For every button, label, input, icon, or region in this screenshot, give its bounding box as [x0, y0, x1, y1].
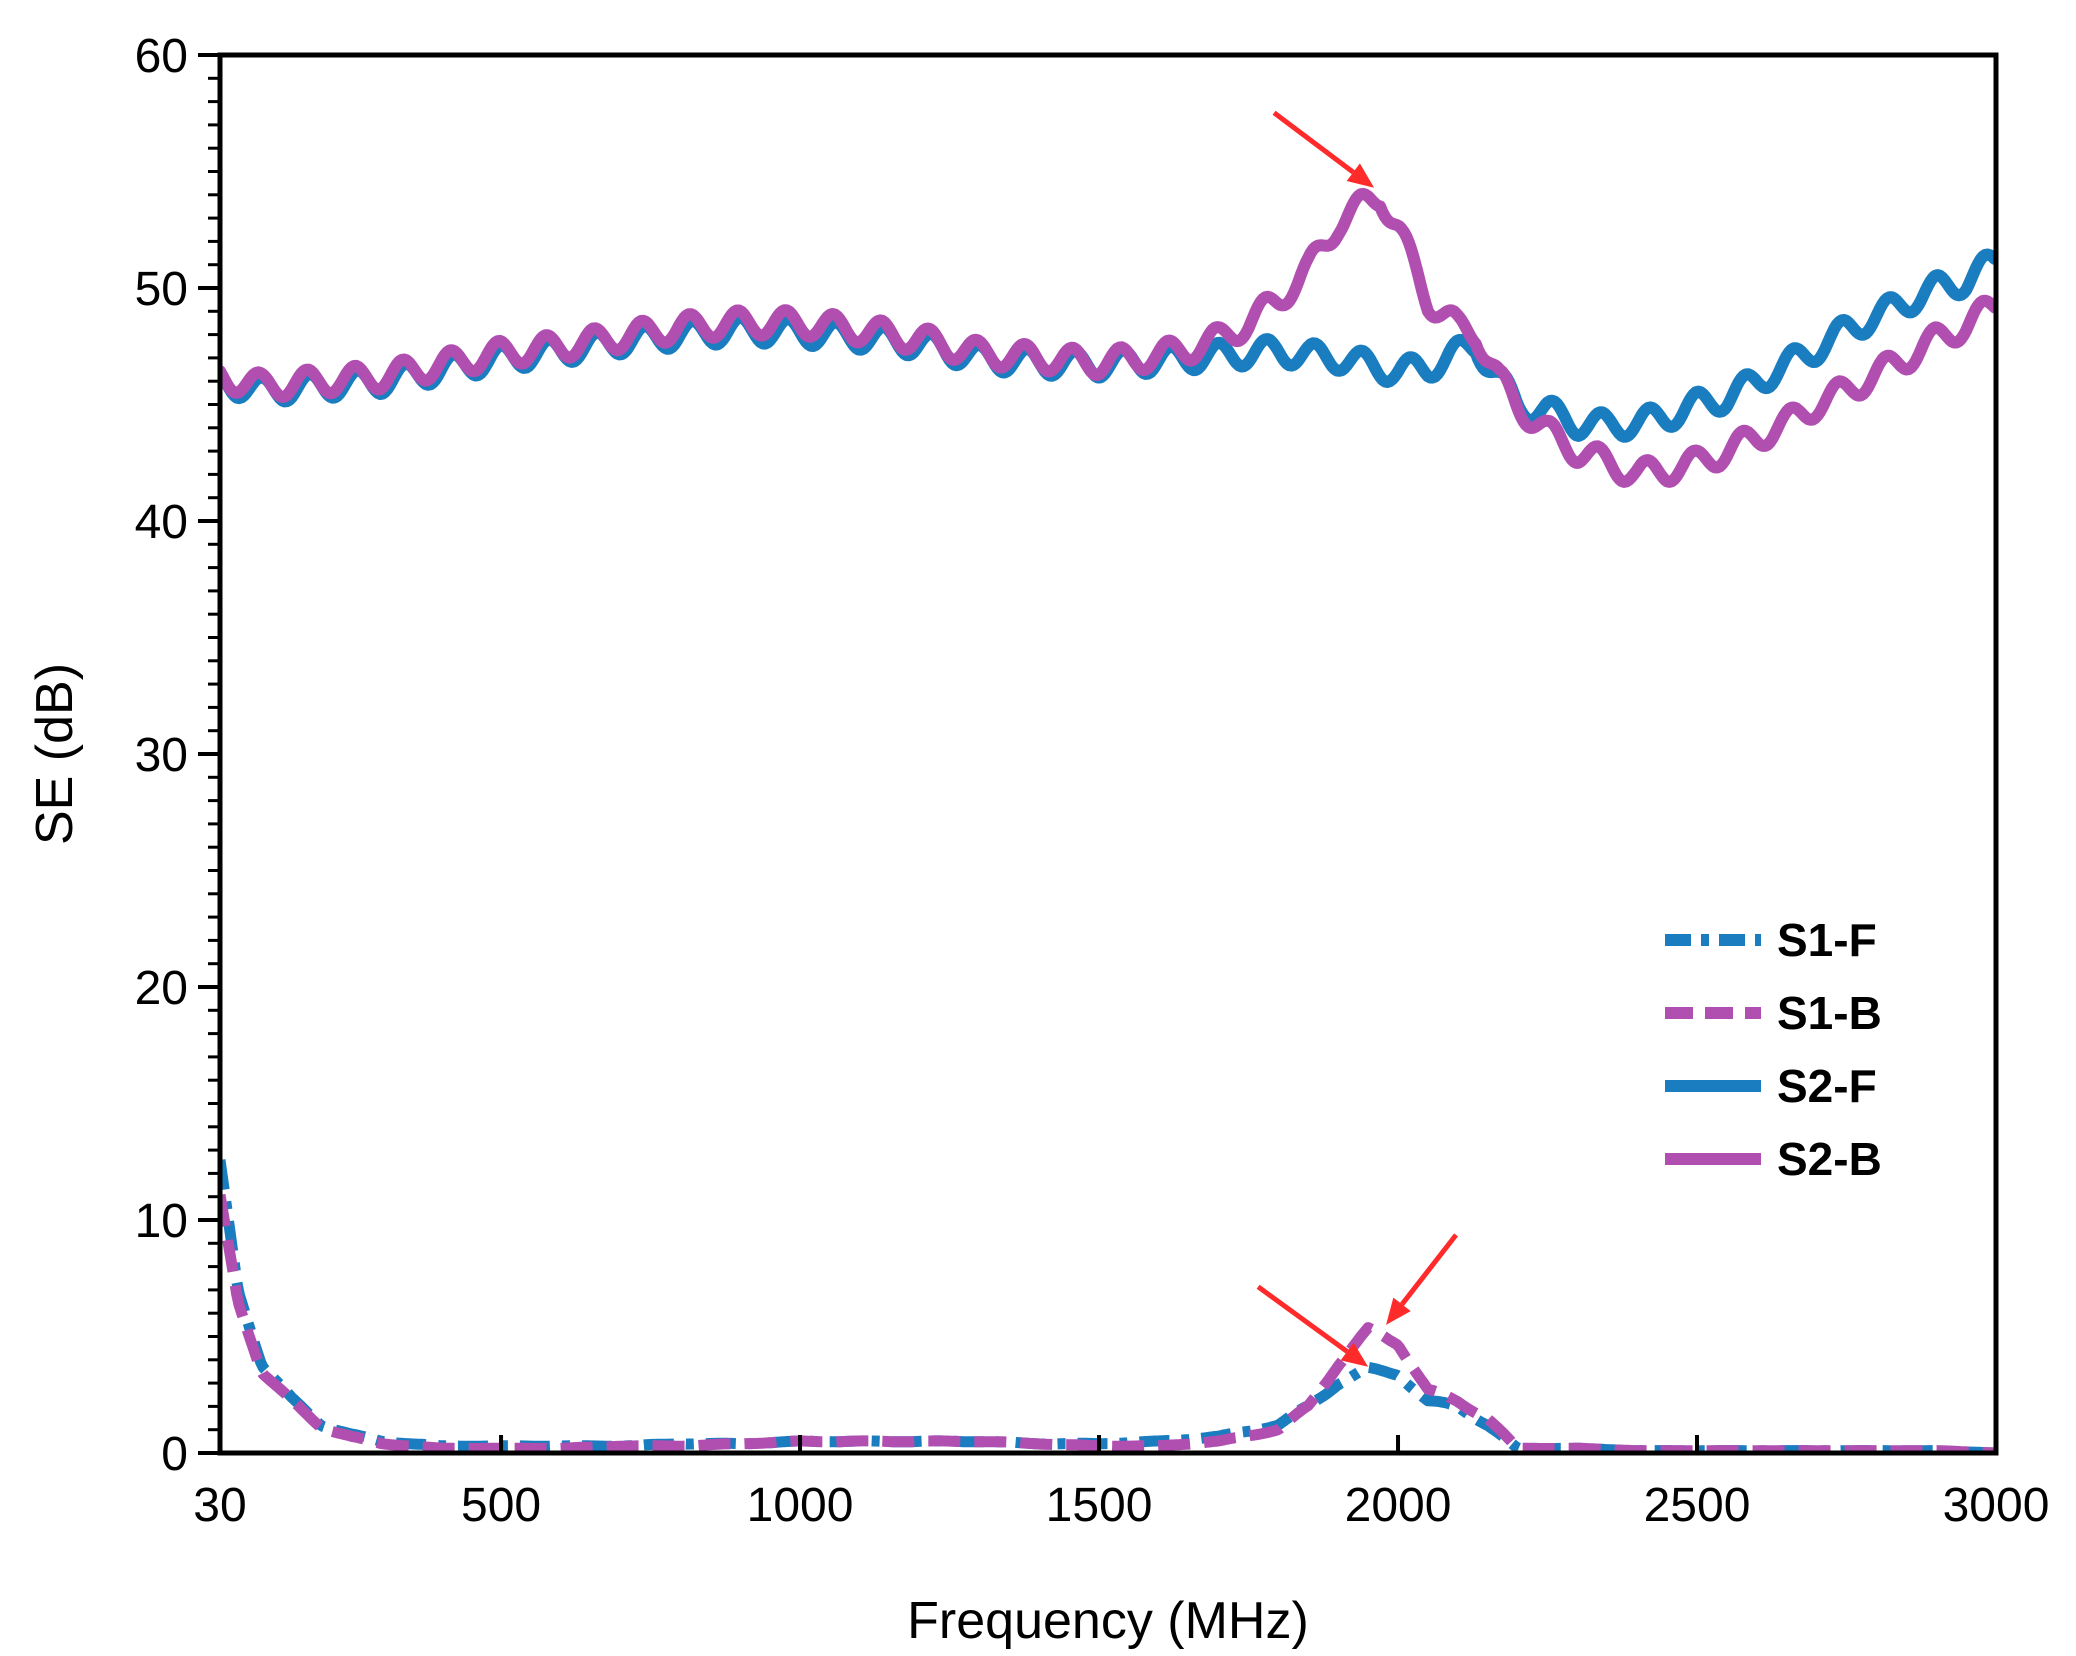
legend-label: S1-F — [1777, 914, 1877, 966]
series-layer — [220, 187, 1996, 1455]
y-axis: 0 10 20 30 40 50 60 — [135, 30, 220, 1481]
x-tick-label: 1000 — [747, 1479, 854, 1532]
y-tick-label: 40 — [135, 496, 188, 549]
y-tick-label: 20 — [135, 962, 188, 1015]
annotation-arrow — [1256, 1284, 1369, 1367]
y-minor-ticks — [208, 76, 220, 1432]
series-line-s1-f — [220, 1159, 1996, 1455]
y-axis-title: SE (dB) — [26, 663, 84, 845]
x-tick-label: 3000 — [1943, 1479, 2050, 1532]
annotation-arrow — [1272, 110, 1375, 188]
x-tick-label: 30 — [193, 1479, 246, 1532]
x-tick-label: 2500 — [1644, 1479, 1751, 1532]
series-line-s2-b — [220, 187, 1996, 488]
legend: S1-F S1-B S2-F S2-B — [1665, 914, 1882, 1185]
y-tick-label: 30 — [135, 729, 188, 782]
legend-label: S1-B — [1777, 987, 1882, 1039]
plot-frame — [217, 52, 1999, 1456]
series-line-s1-b — [220, 1193, 1996, 1455]
legend-label: S2-B — [1777, 1133, 1882, 1185]
annotation-arrow — [1386, 1233, 1459, 1325]
y-tick-label: 0 — [161, 1428, 188, 1481]
legend-item-s1-f: S1-F — [1665, 914, 1877, 966]
legend-label: S2-F — [1777, 1060, 1877, 1112]
x-tick-label: 500 — [461, 1479, 541, 1532]
legend-item-s2-b: S2-B — [1665, 1133, 1882, 1185]
x-axis-title: Frequency (MHz) — [907, 1592, 1309, 1650]
y-tick-label: 10 — [135, 1195, 188, 1248]
x-tick-label: 2000 — [1345, 1479, 1452, 1532]
legend-item-s2-f: S2-F — [1665, 1060, 1877, 1112]
x-axis: 30 500 1000 1500 2000 2500 3000 — [193, 1435, 2049, 1532]
annotation-layer — [1256, 110, 1459, 1367]
x-tick-label: 1500 — [1046, 1479, 1153, 1532]
y-tick-label: 60 — [135, 30, 188, 83]
legend-item-s1-b: S1-B — [1665, 987, 1882, 1039]
y-tick-label: 50 — [135, 263, 188, 316]
